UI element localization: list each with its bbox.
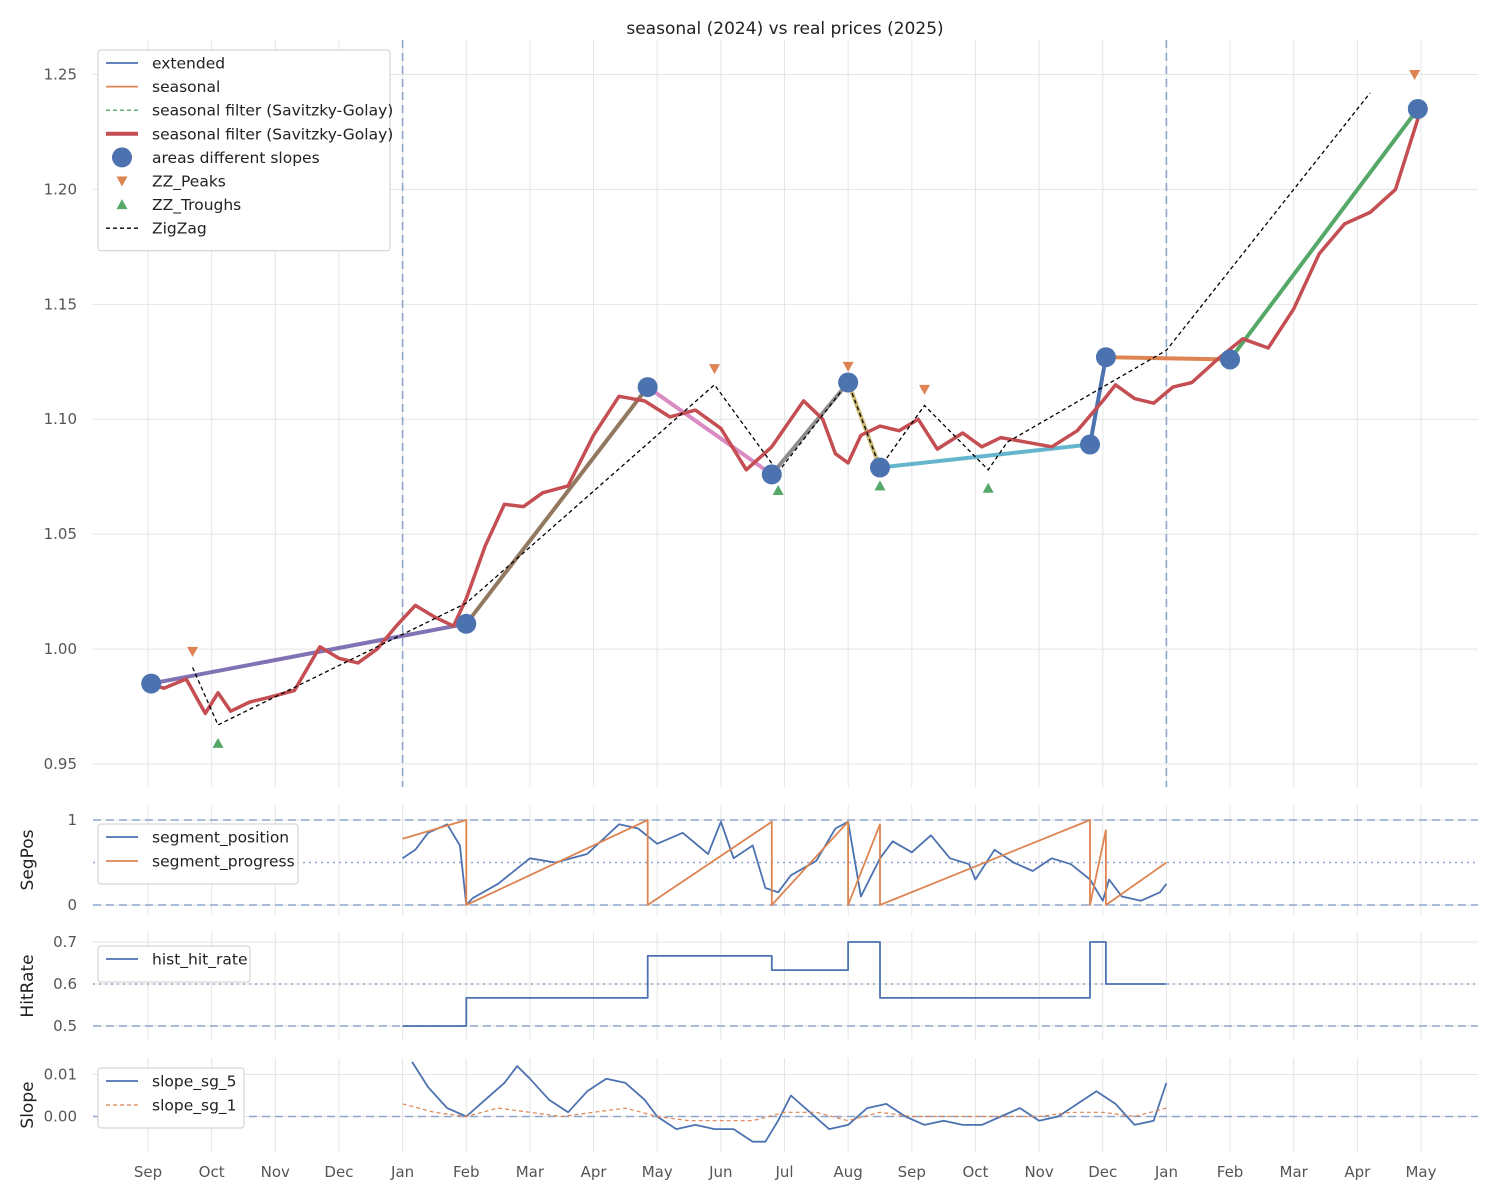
x-tick-label: Aug: [834, 1163, 863, 1181]
legend-label: ZigZag: [152, 220, 207, 238]
slope-area-point: [1095, 347, 1116, 368]
y-tick-label: 0: [67, 896, 77, 914]
legend-box: [97, 49, 391, 252]
zz-trough-marker: [874, 480, 886, 491]
legend-box: [97, 823, 299, 885]
zigzag-line: [192, 92, 1371, 726]
slope-area-point: [1220, 349, 1241, 370]
slope-segment-line: [1088, 355, 1108, 447]
x-tick-label: May: [642, 1163, 673, 1181]
slope-area-point: [141, 673, 162, 694]
slope-area-point: [637, 377, 658, 398]
legend-label: ZZ_Troughs: [152, 196, 241, 215]
zz-trough-marker: [772, 484, 784, 495]
x-tick-label: Feb: [453, 1163, 480, 1181]
legend-label: segment_position: [152, 829, 289, 848]
legend-label: seasonal filter (Savitzky-Golay): [152, 102, 393, 120]
x-tick-label: Oct: [962, 1163, 988, 1181]
zz-peak-marker: [919, 384, 931, 395]
series-line: [411, 1061, 1168, 1143]
x-tick-label: Sep: [134, 1163, 162, 1181]
slope-area-point: [761, 464, 782, 485]
legend-tri-up-swatch: [116, 199, 128, 210]
zz-peak-marker: [708, 364, 720, 375]
zz-peak-marker: [1409, 69, 1421, 80]
chart-text-layer: Sep Oct Nov Dec Jan Feb Mar Apr May Jun Jul Aug Sep O…: [18, 19, 1437, 1181]
slope-segment-line: [149, 621, 469, 686]
y-tick-label: 0.5: [53, 1017, 77, 1035]
x-tick-label: Oct: [199, 1163, 225, 1181]
chart-title: seasonal (2024) vs real prices (2025): [626, 19, 943, 39]
x-tick-label: Dec: [1088, 1163, 1117, 1181]
y-tick-label: 1.05: [44, 525, 77, 543]
zz-trough-marker: [212, 737, 224, 748]
y-tick-label: 1.00: [44, 640, 77, 658]
chart-background: [93, 40, 1478, 1152]
legend-label: areas different slopes: [152, 149, 320, 167]
x-tick-label: Apr: [581, 1163, 608, 1181]
x-tick-label: Nov: [1024, 1163, 1053, 1181]
legend-label: seasonal: [152, 78, 220, 96]
smoothed-series-line: [147, 108, 1423, 716]
chart-data-layer: [93, 40, 1478, 1143]
legend-label: extended: [152, 55, 225, 73]
y-tick-label: 0.7: [53, 933, 77, 951]
y-tick-label: 1: [67, 811, 77, 829]
slope-area-point: [838, 372, 859, 393]
slope-area-point: [456, 613, 477, 634]
slope-segment-line: [877, 442, 1093, 470]
legend-box: [97, 945, 251, 983]
x-tick-label: Sep: [898, 1163, 926, 1181]
x-tick-label: Jan: [1154, 1163, 1178, 1181]
x-tick-label: Jan: [390, 1163, 414, 1181]
zz-peak-marker: [187, 646, 199, 657]
y-tick-label: 1.10: [44, 410, 77, 428]
legend-label: segment_progress: [152, 853, 295, 872]
series-line: [402, 819, 1167, 906]
legend-label: slope_sg_5: [152, 1073, 237, 1092]
y-tick-label: 1.20: [44, 180, 77, 198]
legend-label: seasonal filter (Savitzky-Golay): [152, 125, 393, 143]
series-line: [402, 941, 1167, 1027]
y-tick-label: 0.00: [44, 1108, 77, 1126]
x-tick-label: Feb: [1217, 1163, 1244, 1181]
y-axis-label: Slope: [18, 1081, 38, 1128]
legend-dot-swatch: [112, 147, 132, 168]
y-axis-label: HitRate: [18, 954, 38, 1017]
legend-label: slope_sg_1: [152, 1097, 237, 1116]
slope-area-point: [869, 457, 890, 478]
x-tick-label: Nov: [261, 1163, 290, 1181]
x-tick-label: Jun: [708, 1163, 732, 1181]
slope-segment-line: [1228, 106, 1420, 362]
x-tick-label: Dec: [324, 1163, 353, 1181]
legend-tri-down-swatch: [116, 176, 128, 187]
chart-legends: extended seasonal seasonal filter (Savitzk…: [97, 49, 393, 1129]
series-line: [402, 1103, 1167, 1122]
legend-label: ZZ_Peaks: [152, 173, 226, 192]
y-axis-label: SegPos: [18, 829, 38, 890]
y-tick-label: 0.01: [44, 1066, 77, 1084]
zz-peak-marker: [842, 361, 854, 372]
slope-area-point: [1407, 98, 1428, 119]
legend-label: hist_hit_rate: [152, 951, 247, 970]
x-tick-label: May: [1405, 1163, 1436, 1181]
slope-segment-line: [1103, 355, 1233, 362]
y-tick-label: 0.95: [44, 755, 77, 773]
slope-segment-line: [464, 385, 650, 626]
zz-trough-marker: [982, 482, 994, 493]
series-line: [402, 820, 1168, 906]
x-tick-label: Mar: [1280, 1163, 1309, 1181]
slope-area-point: [1080, 434, 1101, 455]
x-tick-label: Mar: [516, 1163, 545, 1181]
x-tick-label: Jul: [774, 1163, 793, 1181]
y-tick-label: 0.6: [53, 975, 77, 993]
x-tick-label: Apr: [1344, 1163, 1371, 1181]
slope-segment-line: [645, 385, 774, 477]
y-tick-label: 1.15: [44, 295, 77, 313]
legend-box: [97, 1067, 245, 1129]
y-tick-label: 1.25: [44, 65, 77, 83]
